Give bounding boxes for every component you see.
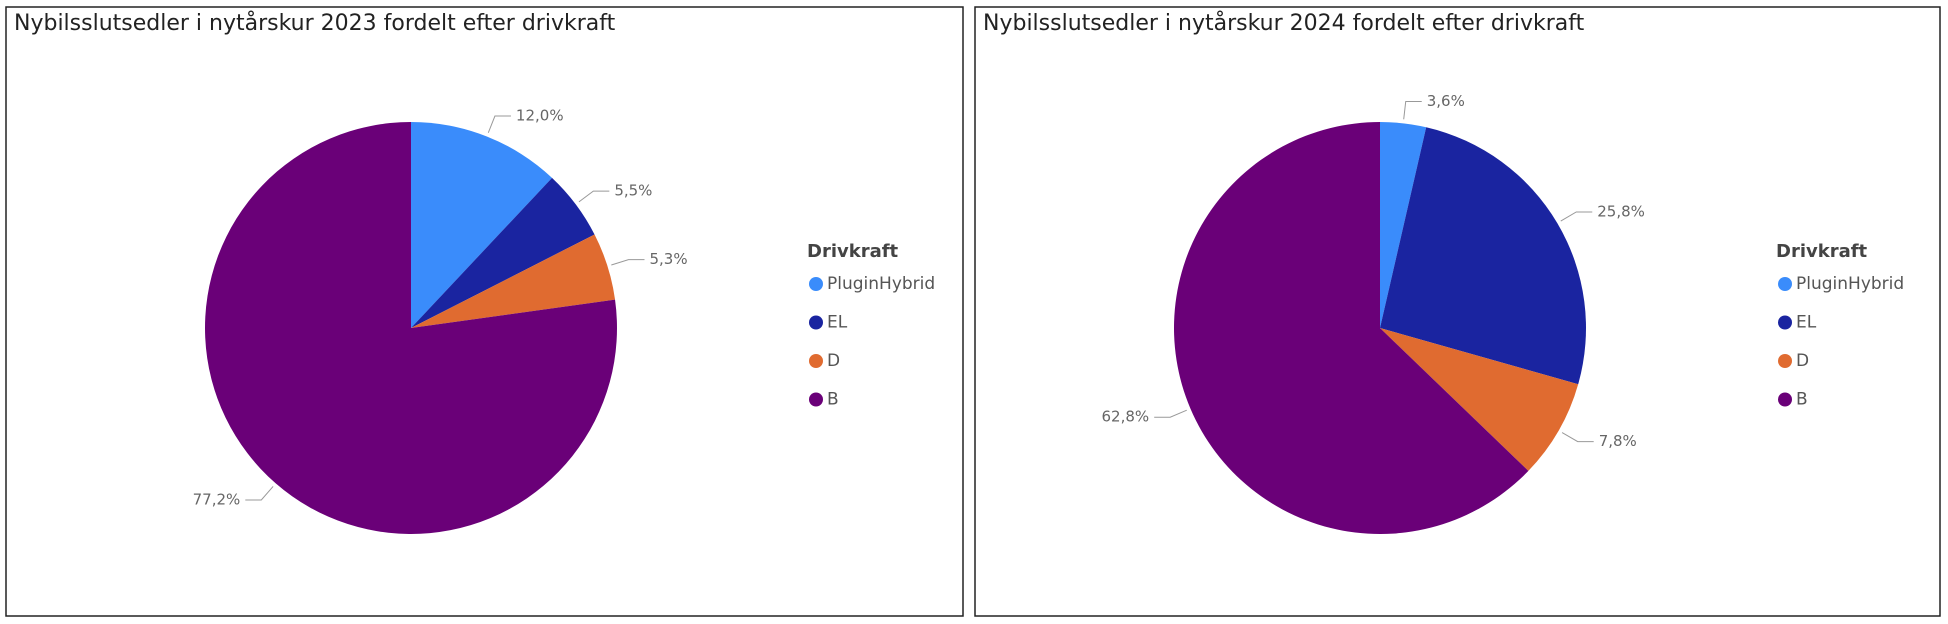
legend-marker	[1778, 277, 1792, 291]
pie-slice	[1380, 328, 1579, 471]
chart-title: Nybilsslutsedler i nytårskur 2023 fordel…	[14, 10, 616, 36]
leader-line	[245, 486, 274, 501]
pie-slice	[411, 234, 616, 328]
pie-slice	[1380, 127, 1586, 385]
legend-label: EL	[827, 313, 848, 333]
legend-marker	[809, 392, 823, 407]
legend-marker	[1778, 315, 1792, 330]
legend-marker	[809, 277, 823, 291]
data-label: 77,2%	[193, 490, 241, 508]
data-label: 25,8%	[1597, 202, 1645, 220]
leader-line	[1561, 432, 1594, 443]
data-label: 5,3%	[649, 250, 687, 268]
leader-line	[1560, 211, 1593, 222]
leader-line	[578, 190, 610, 203]
legend-label: B	[827, 390, 839, 410]
leader-line	[611, 259, 645, 266]
data-label: 7,8%	[1599, 432, 1637, 450]
pie-slice	[1174, 122, 1529, 534]
leader-line	[1403, 100, 1422, 120]
legend-label: PluginHybrid	[1796, 274, 1904, 294]
legend-label: EL	[1796, 313, 1817, 333]
pie-slice	[411, 122, 553, 328]
data-label: 62,8%	[1102, 408, 1150, 426]
data-label: 5,5%	[614, 182, 652, 200]
legend-marker	[809, 315, 823, 330]
pie-slice	[411, 177, 595, 328]
pie-slice	[204, 122, 617, 534]
legend-marker	[1778, 354, 1792, 368]
legend-marker	[1778, 392, 1792, 407]
legend-title: Drivkraft	[1776, 241, 1868, 262]
data-label: 3,6%	[1427, 92, 1465, 110]
data-label: 12,0%	[516, 107, 564, 125]
legend-marker	[809, 354, 823, 368]
leader-line	[487, 115, 511, 133]
leader-line	[1154, 409, 1187, 418]
pie-slice	[1380, 122, 1427, 328]
chart-title: Nybilsslutsedler i nytårskur 2024 fordel…	[983, 10, 1585, 36]
legend-label: B	[1796, 390, 1808, 410]
legend-label: D	[827, 351, 840, 371]
legend-title: Drivkraft	[807, 241, 899, 262]
legend-label: D	[1796, 351, 1809, 371]
legend-label: PluginHybrid	[827, 274, 935, 294]
